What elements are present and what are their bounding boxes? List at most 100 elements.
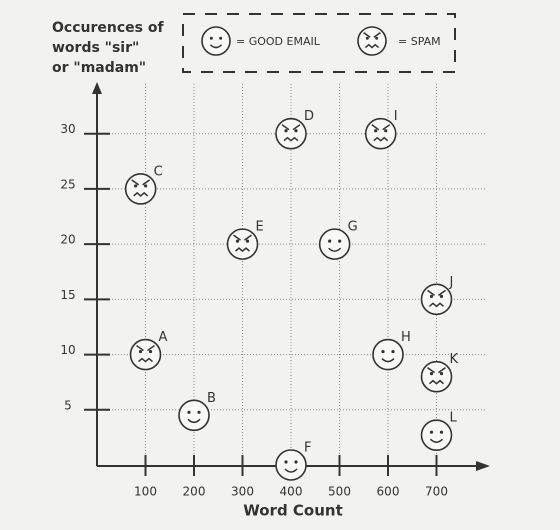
brow <box>131 179 151 186</box>
eye <box>328 239 332 243</box>
eye <box>439 430 444 434</box>
mouth <box>209 44 223 49</box>
eye <box>429 294 434 298</box>
eye <box>284 460 288 464</box>
point-label: D <box>304 109 314 124</box>
eye <box>284 129 288 133</box>
mouth <box>373 136 389 142</box>
eye <box>197 410 201 414</box>
face-circle <box>420 283 453 316</box>
mouth <box>187 418 201 424</box>
eye <box>294 129 298 133</box>
x-tick-label: 200 <box>183 485 206 499</box>
mouth <box>429 438 444 443</box>
mouth <box>429 379 444 385</box>
mouth <box>429 302 444 308</box>
x-axis-label: Word Count <box>243 502 343 520</box>
y-tick-label: 20 <box>60 233 75 247</box>
eye <box>187 410 191 414</box>
point-label: H <box>401 330 411 345</box>
y-axis-label: words "sir" <box>52 40 139 56</box>
eye <box>384 129 388 133</box>
point-label: K <box>450 352 459 367</box>
point-label: J <box>449 275 454 290</box>
brow <box>363 31 381 38</box>
face-circle <box>178 399 210 432</box>
x-tick-label: 300 <box>231 485 254 499</box>
brow <box>371 124 391 131</box>
eye <box>365 36 369 40</box>
brow <box>427 289 446 296</box>
mouth <box>138 357 153 363</box>
mouth <box>284 468 298 473</box>
face-circle <box>420 419 453 451</box>
point-label: G <box>348 220 358 235</box>
face-circle <box>275 117 307 150</box>
x-tick-label: 600 <box>377 485 400 499</box>
point-label: F <box>304 441 311 456</box>
eye <box>294 460 298 464</box>
brow <box>136 344 155 352</box>
brow <box>233 234 252 241</box>
mouth <box>381 358 395 363</box>
face-circle <box>372 338 404 371</box>
mouth <box>235 247 250 253</box>
eye <box>374 129 378 133</box>
x-tick-label: 100 <box>134 485 157 499</box>
face-circle <box>275 449 307 481</box>
face-circle <box>124 173 157 205</box>
y-tick-label: 25 <box>60 177 75 191</box>
y-axis-label: or "madam" <box>52 60 146 76</box>
y-tick-label: 10 <box>60 343 75 357</box>
eye <box>235 239 240 243</box>
y-tick-label: 30 <box>60 122 75 136</box>
legend-label: = SPAM <box>398 35 441 48</box>
eye <box>144 184 148 188</box>
legend-label: = GOOD EMAIL <box>236 35 321 48</box>
eye <box>381 349 385 354</box>
brow <box>281 124 301 131</box>
eye <box>439 372 444 376</box>
eye <box>429 372 434 376</box>
eye <box>375 36 379 40</box>
x-tick-label: 500 <box>328 485 351 499</box>
eye <box>391 349 395 354</box>
face-circle <box>357 26 387 56</box>
eye <box>338 239 342 243</box>
face-circle <box>420 360 453 393</box>
point-label: I <box>394 109 398 124</box>
point-label: L <box>450 411 458 426</box>
eye <box>148 349 153 354</box>
eye <box>138 349 143 354</box>
point-label: C <box>154 164 163 179</box>
x-tick-label: 400 <box>280 485 303 499</box>
eye <box>439 294 444 298</box>
eye <box>209 36 213 40</box>
mouth <box>328 247 342 252</box>
mouth <box>283 136 299 142</box>
x-axis-arrow <box>476 461 490 471</box>
legend-box <box>182 13 456 73</box>
eye <box>134 184 138 188</box>
y-tick-label: 5 <box>64 398 72 412</box>
face-circle <box>226 228 259 260</box>
face-circle <box>129 338 162 371</box>
y-tick-label: 15 <box>60 288 75 302</box>
face-circle <box>364 117 397 150</box>
point-label: E <box>256 220 264 235</box>
brow <box>427 367 446 374</box>
mouth <box>364 43 380 49</box>
eye <box>429 430 434 434</box>
point-label: B <box>207 391 216 406</box>
eye <box>245 239 250 243</box>
face-circle <box>201 26 231 56</box>
x-tick-label: 700 <box>425 485 448 499</box>
mouth <box>133 191 149 197</box>
eye <box>219 36 223 40</box>
face-circle <box>318 228 351 260</box>
y-axis-arrow <box>92 82 102 94</box>
y-axis-label: Occurences of <box>52 20 164 36</box>
point-label: A <box>159 330 168 345</box>
